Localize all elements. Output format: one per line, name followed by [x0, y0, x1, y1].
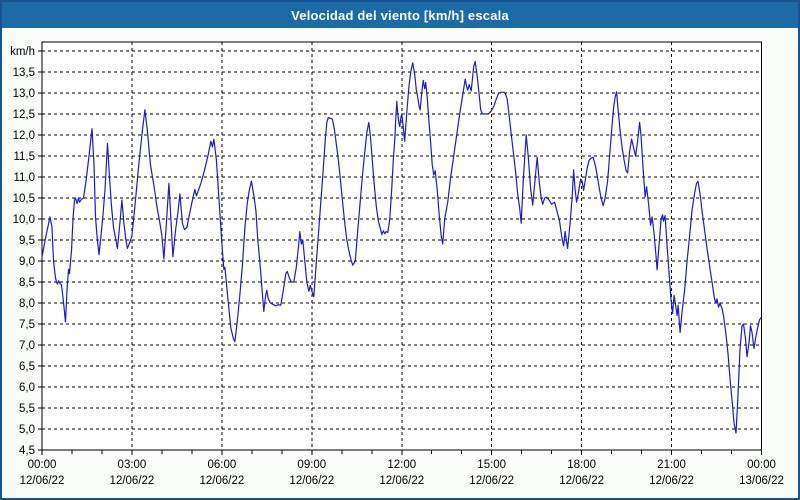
x-axis-time-label: 15:00 — [477, 459, 506, 471]
y-axis-tick-label: 12,0 — [13, 130, 35, 142]
x-axis-time-label: 12:00 — [387, 459, 416, 471]
x-axis-date-label: 12/06/22 — [110, 475, 155, 487]
y-axis-tick-label: 5,0 — [19, 424, 35, 436]
wind-speed-chart: km/h 13,5 13,0 12,5 12,0 11,5 11,0 10,5 10,0 9,5 9… — [10, 41, 784, 487]
y-axis-tick-label: 9,5 — [19, 235, 35, 247]
y-axis-tick-label: 11,5 — [13, 151, 35, 163]
x-axis-time-label: 18:00 — [567, 459, 596, 471]
y-axis-tick-label: 9,0 — [19, 256, 35, 268]
y-axis-tick-label: 7,5 — [19, 319, 35, 331]
x-axis-time-label: 09:00 — [297, 459, 326, 471]
x-axis-time-label: 00:00 — [28, 459, 57, 471]
x-axis-time-label: 00:00 — [747, 459, 776, 471]
wind-speed-line — [41, 60, 762, 434]
x-axis-date-label: 12/06/22 — [469, 475, 514, 487]
y-axis-tick-label: 12,5 — [13, 109, 35, 121]
y-axis-tick-label: 13,5 — [13, 67, 35, 79]
x-axis-date-label: 12/06/22 — [559, 475, 604, 487]
y-axis-tick-label: 6,5 — [19, 361, 35, 373]
y-axis-tick-label: 8,5 — [19, 277, 35, 289]
y-axis-tick-label: 13,0 — [13, 88, 35, 100]
titlebar: Velocidad del viento [km/h] escala — [2, 2, 798, 28]
y-axis-tick-label: 8,0 — [19, 298, 35, 310]
y-axis-tick-label: 4,5 — [19, 445, 35, 457]
chart-region: km/h 13,5 13,0 12,5 12,0 11,5 11,0 10,5 10,0 9,5 9… — [2, 28, 798, 498]
window-title: Velocidad del viento [km/h] escala — [291, 7, 509, 23]
x-axis-date-label: 12/06/22 — [20, 475, 65, 487]
plot-border — [41, 41, 762, 451]
x-axis-time-label: 03:00 — [118, 459, 147, 471]
x-axis-date-label: 13/06/22 — [739, 475, 784, 487]
y-axis-tick-label: 11,0 — [13, 172, 35, 184]
x-axis-date-label: 12/06/22 — [289, 475, 334, 487]
x-axis-time-label: 06:00 — [207, 459, 236, 471]
x-axis-time-label: 21:00 — [657, 459, 686, 471]
y-axis-tick-label: 7,0 — [19, 340, 35, 352]
y-axis-tick-label: 10,5 — [13, 193, 35, 205]
y-axis-unit-label: km/h — [10, 46, 35, 58]
y-axis-tick-label: 6,0 — [19, 382, 35, 394]
x-axis-date-label: 12/06/22 — [649, 475, 694, 487]
y-axis-tick-label: 5,5 — [19, 403, 35, 415]
x-axis-date-label: 12/06/22 — [379, 475, 424, 487]
x-axis-date-label: 12/06/22 — [199, 475, 244, 487]
y-axis-tick-label: 10,0 — [13, 214, 35, 226]
